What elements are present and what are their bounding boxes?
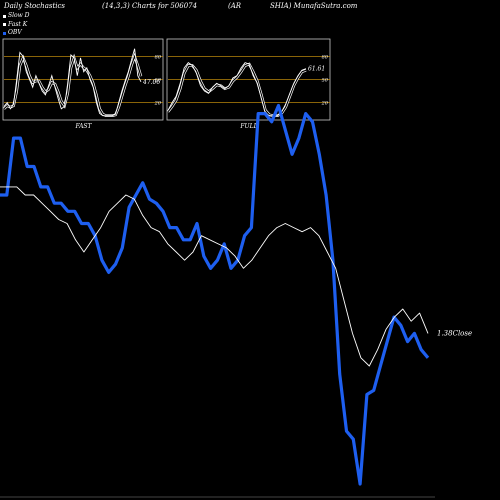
legend-label: Slow D bbox=[8, 12, 30, 19]
symbol-prefix: (AR bbox=[228, 2, 242, 10]
full-panel-title: FULL bbox=[239, 123, 257, 130]
legend-label: Fast K bbox=[8, 20, 28, 28]
symbol-suffix: SHIA) MunafaSutra.com bbox=[270, 2, 358, 10]
full-level-label: 20 bbox=[321, 101, 329, 107]
fast-value-label: 47.06 bbox=[142, 79, 160, 86]
obv-line bbox=[0, 103, 430, 486]
fast-level-label: 80 bbox=[155, 54, 162, 60]
full-level-label: 80 bbox=[322, 54, 329, 60]
fast-slow-d-core bbox=[3, 54, 142, 117]
legend-item-fast-k: Fast K bbox=[3, 21, 30, 30]
close-price-line bbox=[0, 186, 429, 367]
chart-parameters: (14,3,3) Charts for 506074 bbox=[102, 2, 198, 10]
legend: Slow D Fast K OBV bbox=[3, 12, 30, 38]
legend-label: OBV bbox=[8, 29, 22, 36]
legend-swatch bbox=[3, 14, 6, 18]
fast-panel-title: FAST bbox=[74, 123, 92, 130]
full-fast-k-line bbox=[167, 61, 307, 117]
legend-swatch bbox=[3, 31, 6, 35]
fast-level-label: 20 bbox=[154, 101, 162, 107]
legend-swatch bbox=[3, 23, 6, 27]
full-level-label: 50 bbox=[322, 78, 329, 84]
legend-item-slow-d: Slow D bbox=[3, 12, 30, 21]
legend-item-obv: OBV bbox=[3, 29, 30, 38]
fast-fast-k-line bbox=[3, 48, 142, 117]
fast-level-label: 50 bbox=[155, 78, 162, 84]
full-value-label: 61.61 bbox=[308, 66, 325, 73]
chart-title: Daily Stochastics bbox=[4, 2, 66, 10]
full-slow-d-core bbox=[167, 63, 307, 117]
close-value-label: 1.38Close bbox=[437, 329, 472, 337]
